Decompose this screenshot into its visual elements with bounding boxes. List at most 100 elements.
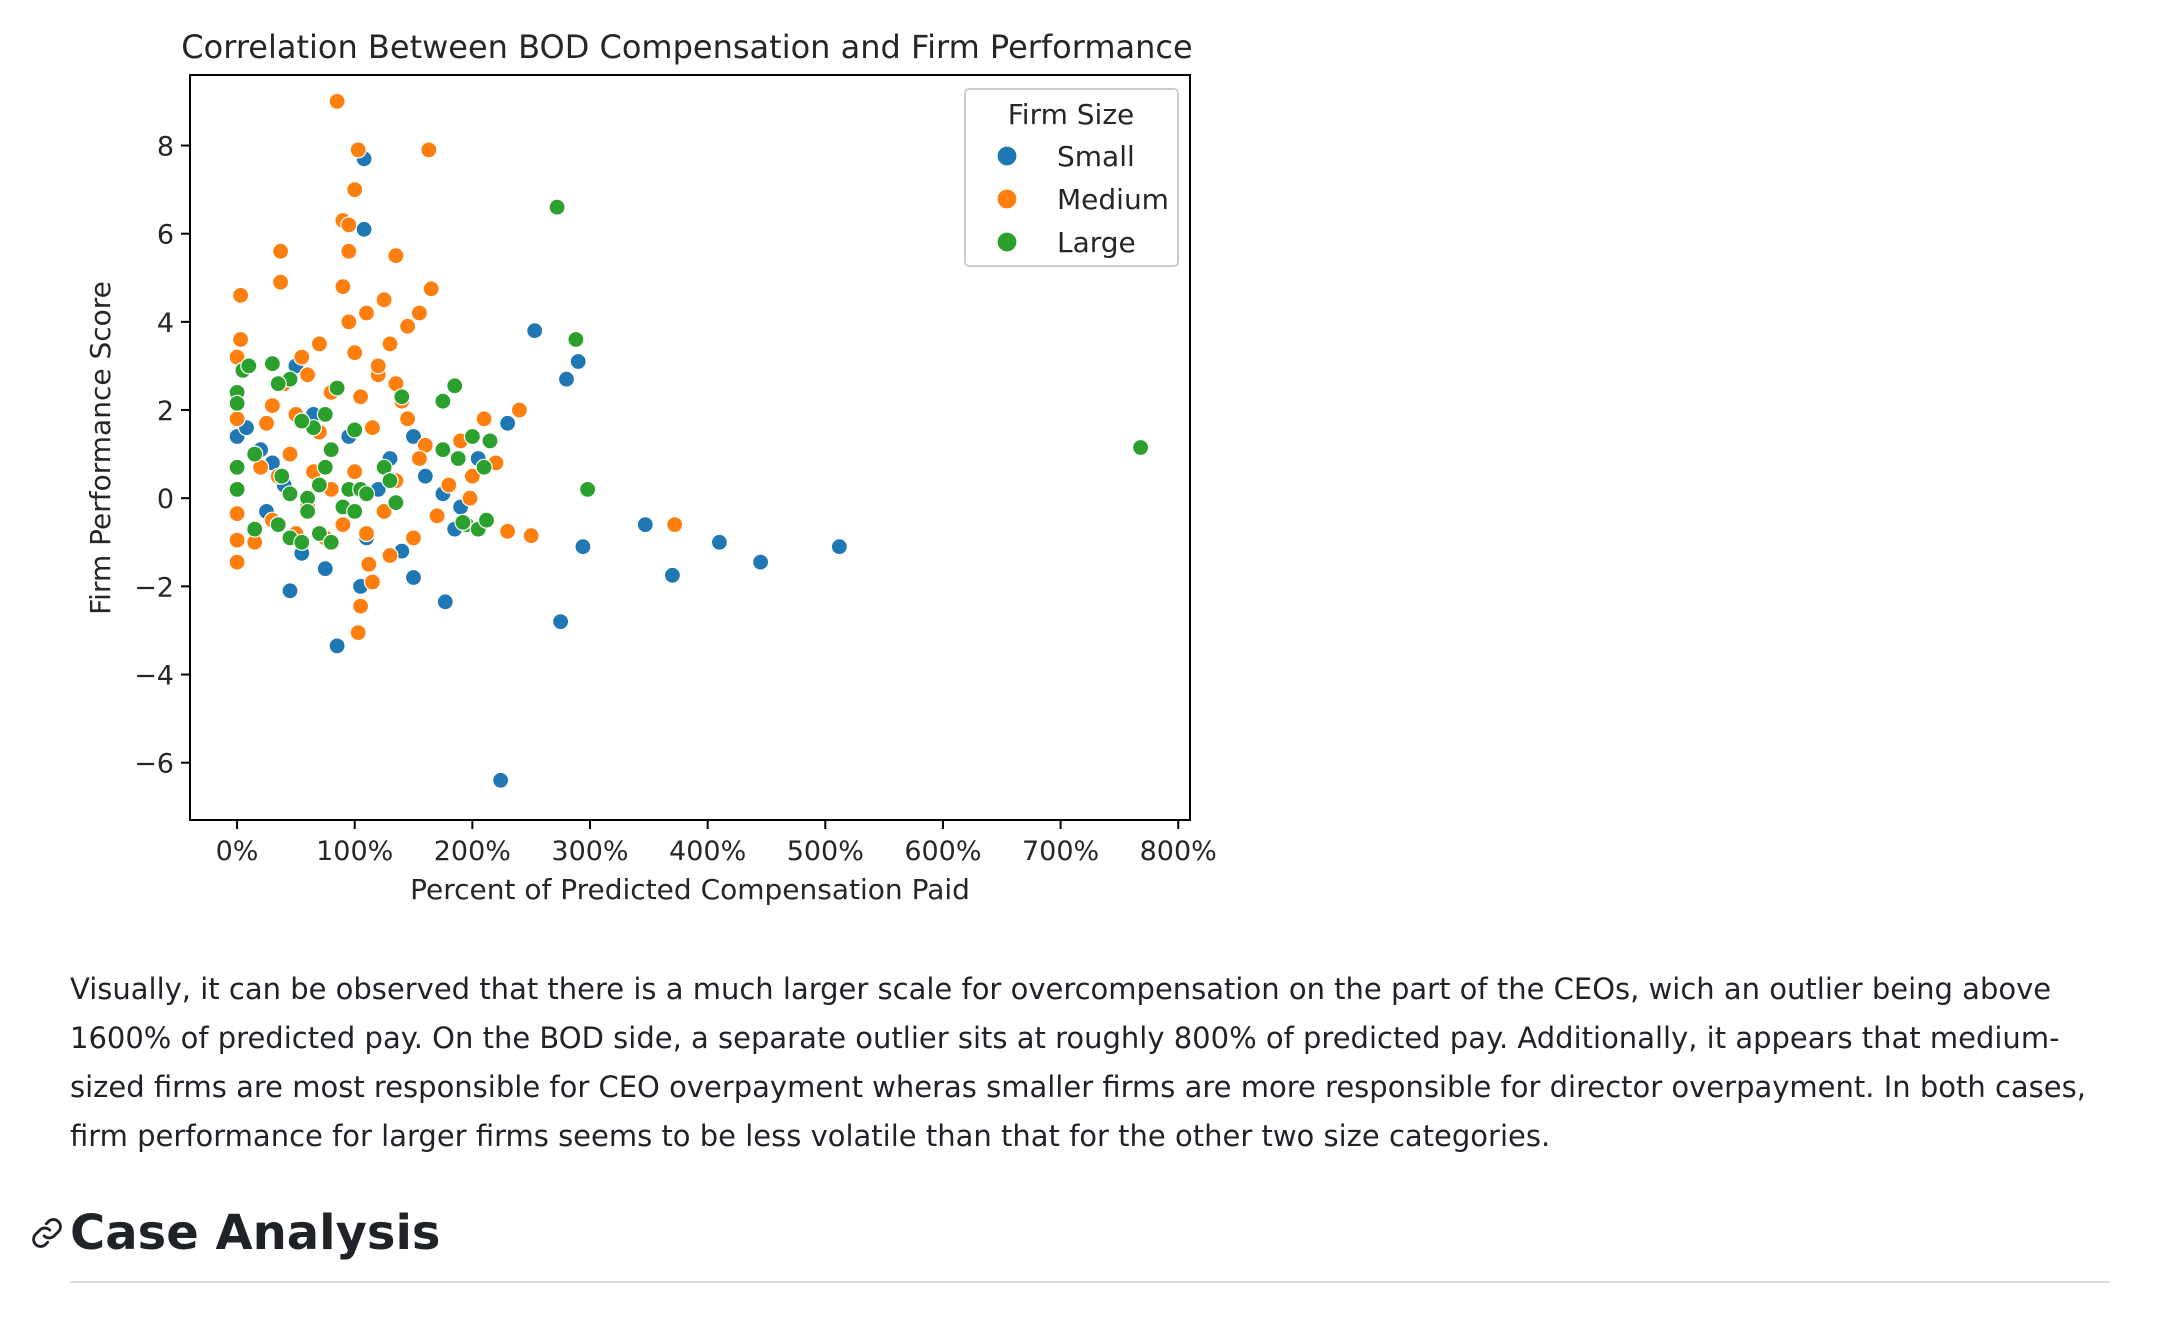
- legend-entries: Small Medium Large: [996, 140, 1169, 259]
- point-large-29: [454, 513, 472, 532]
- y-tick-label: 8: [157, 132, 174, 163]
- point-medium-8: [387, 247, 405, 265]
- point-medium-19: [475, 410, 493, 428]
- point-large-20: [228, 480, 246, 498]
- point-medium-22: [461, 489, 479, 507]
- legend-label-large: Large: [1057, 226, 1136, 259]
- y-tick-label: −6: [134, 749, 174, 780]
- point-large-7: [263, 355, 281, 373]
- point-small-4: [557, 370, 576, 388]
- section-heading: Case Analysis: [70, 1205, 441, 1261]
- point-large-2: [1131, 438, 1150, 457]
- y-tick-label: −4: [134, 661, 174, 692]
- point-medium-39: [281, 445, 299, 463]
- point-medium-17: [228, 410, 246, 428]
- point-large-16: [293, 412, 311, 430]
- scatter-chart: Correlation Between BOD Compensation and…: [0, 0, 1260, 920]
- point-large-1: [567, 330, 585, 349]
- point-medium-12: [232, 330, 250, 349]
- point-medium-60: [363, 419, 381, 437]
- point-large-18: [246, 445, 264, 463]
- point-medium-68: [410, 449, 428, 468]
- legend-box: [964, 88, 1179, 267]
- point-large-36: [310, 524, 328, 543]
- point-small-15: [492, 771, 510, 789]
- points-layer: [228, 92, 1150, 789]
- point-medium-62: [369, 357, 387, 375]
- x-tick-label: 0%: [216, 836, 259, 867]
- heading-divider: [70, 1281, 2110, 1283]
- point-medium-3: [346, 181, 364, 199]
- point-medium-75: [293, 348, 311, 366]
- point-medium-24: [522, 527, 540, 545]
- point-large-13: [393, 388, 411, 406]
- point-large-41: [316, 458, 334, 476]
- point-medium-21: [463, 467, 481, 485]
- point-medium-23: [666, 515, 684, 534]
- x-tick-label: 200%: [434, 836, 511, 867]
- point-large-46: [381, 472, 399, 490]
- point-medium-63: [381, 335, 399, 353]
- point-large-24: [463, 427, 481, 446]
- x-axis-ticks: 0% 100% 200% 300% 400% 500% 600% 700% 800%: [216, 820, 1217, 867]
- point-small-18: [404, 568, 423, 587]
- point-large-23: [434, 441, 452, 459]
- point-medium-44: [334, 515, 352, 534]
- point-large-31: [477, 511, 496, 529]
- y-tick-label: 6: [157, 220, 174, 251]
- x-tick-label: 600%: [904, 836, 981, 867]
- point-medium-27: [228, 531, 246, 549]
- x-tick-label: 500%: [787, 836, 864, 867]
- point-large-32: [246, 520, 264, 538]
- point-medium-53: [346, 344, 364, 362]
- point-medium-6: [340, 242, 358, 260]
- point-medium-18: [510, 401, 529, 419]
- chart-svg: Correlation Between BOD Compensation and…: [84, 28, 1217, 906]
- point-large-14: [316, 405, 334, 423]
- point-medium-10: [232, 286, 250, 304]
- point-medium-45: [357, 524, 376, 543]
- point-large-38: [281, 485, 299, 503]
- point-medium-5: [340, 216, 358, 234]
- point-medium-35: [410, 304, 428, 322]
- point-large-22: [273, 467, 291, 485]
- x-tick-label: 400%: [669, 836, 746, 867]
- point-medium-11: [422, 280, 440, 298]
- y-tick-label: 2: [157, 396, 174, 427]
- x-tick-label: 100%: [316, 836, 393, 867]
- point-small-10: [574, 538, 592, 556]
- x-tick-label: 800%: [1140, 836, 1217, 867]
- point-medium-37: [299, 366, 317, 384]
- point-large-6: [240, 357, 258, 375]
- point-large-50: [322, 441, 340, 459]
- point-medium-31: [363, 573, 381, 591]
- point-large-0: [548, 198, 566, 216]
- point-small-19: [316, 560, 334, 578]
- legend-title: Firm Size: [1008, 98, 1135, 131]
- link-icon[interactable]: [30, 1216, 64, 1250]
- point-small-7: [710, 533, 729, 551]
- point-large-25: [481, 432, 499, 450]
- point-medium-61: [352, 388, 370, 406]
- point-medium-26: [228, 504, 246, 523]
- point-medium-74: [360, 555, 378, 573]
- point-large-19: [228, 458, 246, 476]
- point-medium-34: [399, 317, 417, 335]
- point-medium-73: [346, 463, 364, 481]
- point-large-37: [322, 533, 340, 551]
- point-medium-25: [499, 522, 517, 540]
- point-large-47: [346, 502, 364, 520]
- legend: Firm Size Small Medium Large: [964, 88, 1179, 267]
- point-medium-30: [349, 623, 367, 642]
- y-axis-label: Firm Performance Score: [84, 281, 117, 615]
- analysis-paragraph: Visually, it can be observed that there …: [70, 972, 2086, 1153]
- y-axis-ticks: −6 −4 −2 0 2 4 6 8: [134, 132, 190, 780]
- y-tick-label: 0: [157, 484, 174, 515]
- legend-label-medium: Medium: [1057, 183, 1169, 216]
- chart-title: Correlation Between BOD Compensation and…: [181, 28, 1192, 66]
- point-large-17: [346, 421, 364, 439]
- point-small-16: [281, 582, 299, 600]
- point-large-9: [269, 375, 287, 393]
- point-medium-1: [349, 141, 367, 159]
- point-small-25: [404, 427, 423, 446]
